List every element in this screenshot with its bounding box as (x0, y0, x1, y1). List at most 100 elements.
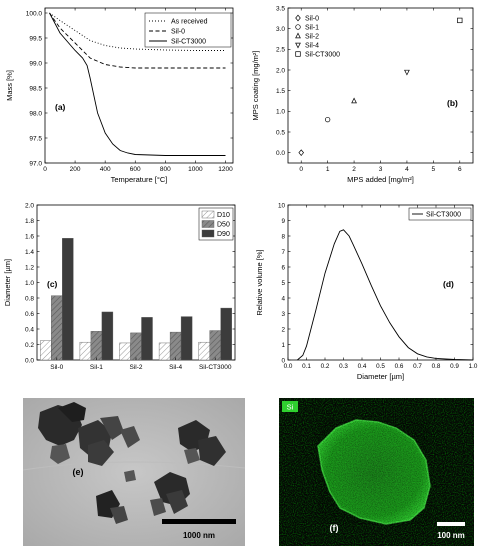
legend-marker (295, 32, 301, 39)
series-line (49, 12, 226, 156)
x-axis-label: MPS added [mg/m²] (347, 175, 414, 184)
y-tick-label: 2.5 (276, 47, 285, 54)
x-tick-label: 3 (379, 166, 383, 173)
bar (90, 331, 103, 361)
y-tick-label: 3.0 (276, 26, 285, 33)
x-tick-label: 1000 (188, 166, 203, 173)
x-tick-label: 1.0 (469, 363, 478, 370)
y-axis-label: Diameter [µm] (3, 259, 12, 306)
legend-label: Sil-0 (171, 29, 185, 36)
bar (198, 341, 210, 361)
tem-scale-label: 1000 nm (183, 531, 215, 540)
chart-diameter-bars: 0.0 0.2 0.4 0.6 0.8 1.0 1.2 1.4 1.6 1.8 2.0 Diamete… (3, 202, 236, 371)
category-label: Sil-1 (90, 364, 103, 371)
legend-label: Sil-CT3000 (426, 212, 461, 219)
x-tick-label: 0 (299, 166, 303, 173)
bar (40, 340, 52, 361)
legend-label: D90 (217, 231, 230, 238)
x-tick-label: 0.6 (395, 363, 404, 370)
y-tick-label: 0.4 (25, 326, 34, 333)
panel-label: (d) (443, 279, 454, 289)
data-point (457, 17, 463, 24)
y-tick-label: 6 (281, 264, 285, 271)
legend-label: D10 (217, 212, 230, 219)
series-line (49, 12, 226, 69)
x-tick-label: 0.1 (302, 363, 311, 370)
y-axis-label: Relative volume [%] (255, 249, 264, 315)
tem-image: 1000 nm (e) (22, 398, 246, 546)
y-axis-label: Mass [%] (5, 70, 14, 101)
legend-label: Sil-CT3000 (305, 52, 340, 59)
eds-scale-label: 100 nm (437, 531, 465, 540)
x-tick-label: 200 (70, 166, 81, 173)
bar (51, 295, 63, 361)
y-tick-label: 7 (281, 249, 285, 256)
x-tick-label: 800 (160, 166, 171, 173)
bar (180, 316, 193, 361)
legend-swatch (201, 220, 215, 228)
y-tick-label: 3.5 (276, 5, 285, 12)
legend-marker (295, 42, 301, 49)
y-tick-label: 97.0 (29, 160, 42, 167)
data-point (351, 97, 357, 104)
legend-label: Sil-0 (305, 16, 319, 23)
x-tick-label: 4 (405, 166, 409, 173)
y-tick-label: 1.6 (25, 233, 34, 240)
bar (141, 317, 153, 361)
legend-label: D50 (217, 222, 230, 229)
x-tick-label: 0.9 (450, 363, 459, 370)
legend-label: Sil-2 (305, 34, 319, 41)
chart-mass-vs-temperature: 0 200 400 600 800 1000 1200 97.0 97.5 98.0 98.5 99.… (5, 7, 234, 184)
y-tick-label: 2 (281, 326, 285, 333)
data-point (298, 149, 304, 157)
bar (119, 342, 131, 361)
x-tick-label: 0.2 (321, 363, 330, 370)
y-tick-label: 8 (281, 233, 285, 240)
y-tick-label: 9 (281, 218, 285, 225)
category-label: Sil-CT3000 (199, 364, 232, 371)
x-tick-label: 0.4 (358, 363, 367, 370)
chart-mps-coating: 0 1 2 3 4 5 6 0.0 0.5 1.0 1.5 2.0 2.5 3.0 3.5 MPS added… (251, 5, 474, 184)
y-tick-label: 0.0 (25, 357, 34, 364)
bar (62, 238, 74, 361)
y-tick-label: 97.5 (29, 135, 42, 142)
x-tick-label: 0 (43, 166, 47, 173)
panel-label: (b) (447, 98, 458, 108)
y-tick-label: 0 (281, 357, 285, 364)
bar (158, 342, 171, 361)
eds-panel-label: (f) (330, 523, 339, 533)
y-tick-label: 1.5 (276, 88, 285, 95)
y-tick-label: 100.0 (26, 10, 43, 17)
x-tick-label: 0.8 (432, 363, 441, 370)
legend-label: Sil-1 (305, 25, 319, 32)
bar (130, 332, 142, 361)
legend-label: Sil-4 (305, 43, 319, 50)
y-tick-label: 0.0 (276, 150, 285, 157)
y-tick-label: 0.5 (276, 129, 285, 136)
y-tick-label: 1.2 (25, 264, 34, 271)
y-tick-label: 4 (281, 295, 285, 302)
y-tick-label: 0.6 (25, 311, 34, 318)
category-label: Sil-2 (129, 364, 142, 371)
x-tick-label: 0.7 (413, 363, 422, 370)
y-tick-label: 10 (278, 202, 286, 209)
x-tick-label: 600 (130, 166, 141, 173)
legend-swatch (201, 229, 215, 238)
x-tick-label: 2 (352, 166, 356, 173)
x-axis-label: Temperature [°C] (111, 175, 168, 184)
y-tick-label: 0.2 (25, 342, 34, 349)
y-tick-label: 1 (281, 342, 285, 349)
x-tick-label: 0.3 (339, 363, 348, 370)
legend-marker (295, 51, 301, 57)
legend-marker (295, 14, 301, 22)
panel-label: (c) (47, 279, 58, 289)
x-tick-label: 0.5 (376, 363, 385, 370)
panel-label: (a) (55, 102, 66, 112)
x-tick-label: 1 (326, 166, 330, 173)
y-tick-label: 3 (281, 311, 285, 318)
series-line (49, 12, 226, 51)
chart-size-distribution: 0.0 0.1 0.2 0.3 0.4 0.5 0.6 0.7 0.8 0.9 1.0 0 1 2 3 4 5 6… (255, 202, 478, 381)
y-tick-label: 1.8 (25, 218, 34, 225)
tem-panel-label: (e) (73, 467, 84, 477)
bar (220, 307, 232, 361)
